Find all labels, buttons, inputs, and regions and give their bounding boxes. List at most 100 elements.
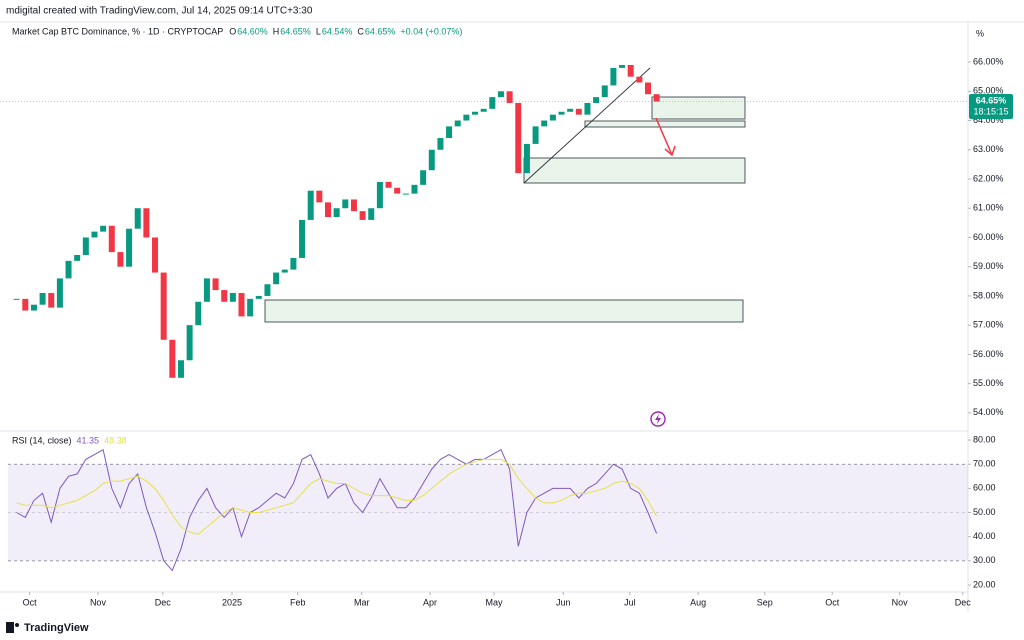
candle [619, 64, 626, 68]
candle [480, 108, 487, 112]
candle [627, 64, 634, 77]
candle [541, 120, 548, 127]
candle [368, 208, 375, 220]
candle [65, 260, 72, 279]
x-tick-label: Dec [955, 597, 972, 607]
arrow [655, 117, 673, 156]
candle [143, 208, 150, 238]
candle [376, 181, 383, 209]
plot: 54.00% 55.00% 56.00% 57.00% 58.00% 59.00% 60.0… [8, 56, 1004, 607]
ohlc-key: H [273, 26, 280, 36]
x-tick-label: May [486, 597, 504, 607]
ohlc-value: +0.04 (+0.07%) [400, 26, 462, 36]
y-tick-label: 58.00% [973, 290, 1004, 300]
y-tick-label: 60.00% [973, 232, 1004, 242]
x-tick-label: Feb [290, 597, 306, 607]
candle [186, 325, 193, 361]
candle [195, 301, 202, 326]
candle [39, 293, 46, 305]
candle [420, 170, 427, 185]
y-tick-label: 64.00% [973, 115, 1004, 125]
candle [437, 138, 444, 150]
candle [333, 208, 340, 217]
candle [316, 190, 323, 203]
candle [299, 219, 306, 258]
candle [169, 339, 176, 378]
candle [56, 278, 63, 308]
x-tick-label: Jun [556, 597, 571, 607]
candle [463, 114, 470, 121]
candle [472, 111, 479, 115]
zone [523, 157, 746, 184]
y-tick-label: 55.00% [973, 378, 1004, 388]
candle [238, 293, 245, 317]
candle [411, 184, 418, 194]
candle [108, 225, 115, 253]
candle [567, 108, 574, 112]
y-tick-label: 54.00% [973, 407, 1004, 417]
y-tick-label: 40.00 [973, 531, 996, 541]
candle [247, 298, 254, 317]
candle [428, 149, 435, 171]
candle [134, 208, 141, 229]
candle [91, 231, 98, 238]
candle [575, 108, 582, 115]
y-tick-label: 20.00 [973, 579, 996, 589]
x-tick-label: Apr [423, 597, 437, 607]
y-tick-label: 63.00% [973, 144, 1004, 154]
candle [342, 199, 349, 209]
y-tick-label: 56.00% [973, 349, 1004, 359]
legend: Market Cap BTC Dominance, % · 1D · CRYPT… [12, 26, 462, 36]
price-tag-countdown: 18:15:15 [973, 106, 1008, 116]
rsi-value: 48.38 [104, 435, 127, 445]
y-tick-label: 59.00% [973, 261, 1004, 271]
candle [212, 278, 219, 291]
zone [651, 96, 746, 120]
ohlc-key: C [357, 26, 364, 36]
candle [489, 97, 496, 109]
ohlc-key: L [316, 26, 321, 36]
candle [325, 202, 331, 217]
candle [290, 257, 297, 270]
candle [497, 91, 504, 98]
candle [601, 85, 608, 98]
zone [584, 120, 746, 128]
candle [264, 284, 271, 296]
candle [549, 114, 556, 121]
trend-line [523, 67, 651, 184]
y-tick-label: 61.00% [973, 203, 1004, 213]
rsi-value: 41.35 [77, 435, 100, 445]
x-tick-label: Oct [825, 597, 840, 607]
ohlc-value: 64.54% [322, 26, 353, 36]
candle [13, 298, 20, 300]
y-tick-label: 60.00 [973, 483, 996, 493]
candle [515, 102, 522, 174]
ohlc-key: O [229, 26, 236, 36]
symbol-title: Market Cap BTC Dominance, % · 1D · CRYPT… [12, 26, 223, 36]
candle [74, 255, 81, 261]
candle [22, 298, 29, 311]
candle [126, 228, 133, 267]
candle [229, 293, 236, 302]
candle [307, 190, 314, 220]
annotations [264, 67, 746, 427]
x-tick-label: Jul [624, 597, 636, 607]
x-tick-label: Nov [892, 597, 909, 607]
x-tick-label: Mar [354, 597, 370, 607]
candle [48, 293, 55, 308]
rsi-title: RSI (14, close) [12, 435, 72, 445]
candle [454, 120, 461, 127]
y-tick-label: 70.00 [973, 459, 996, 469]
ohlc-value: 64.60% [237, 26, 268, 36]
event-icon[interactable] [650, 411, 666, 427]
x-tick-label: 2025 [222, 597, 242, 607]
candle [385, 181, 392, 188]
candle [359, 211, 366, 220]
rsi-line [16, 458, 658, 535]
candle [281, 269, 288, 273]
candle [117, 252, 124, 267]
candle [221, 290, 228, 302]
footer: TradingView [6, 622, 89, 634]
candle [82, 237, 89, 256]
price-tag [969, 94, 1013, 119]
